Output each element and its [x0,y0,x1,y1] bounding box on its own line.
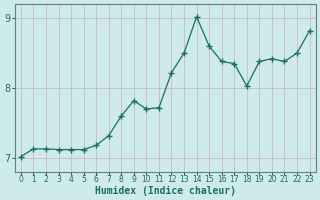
X-axis label: Humidex (Indice chaleur): Humidex (Indice chaleur) [95,186,236,196]
